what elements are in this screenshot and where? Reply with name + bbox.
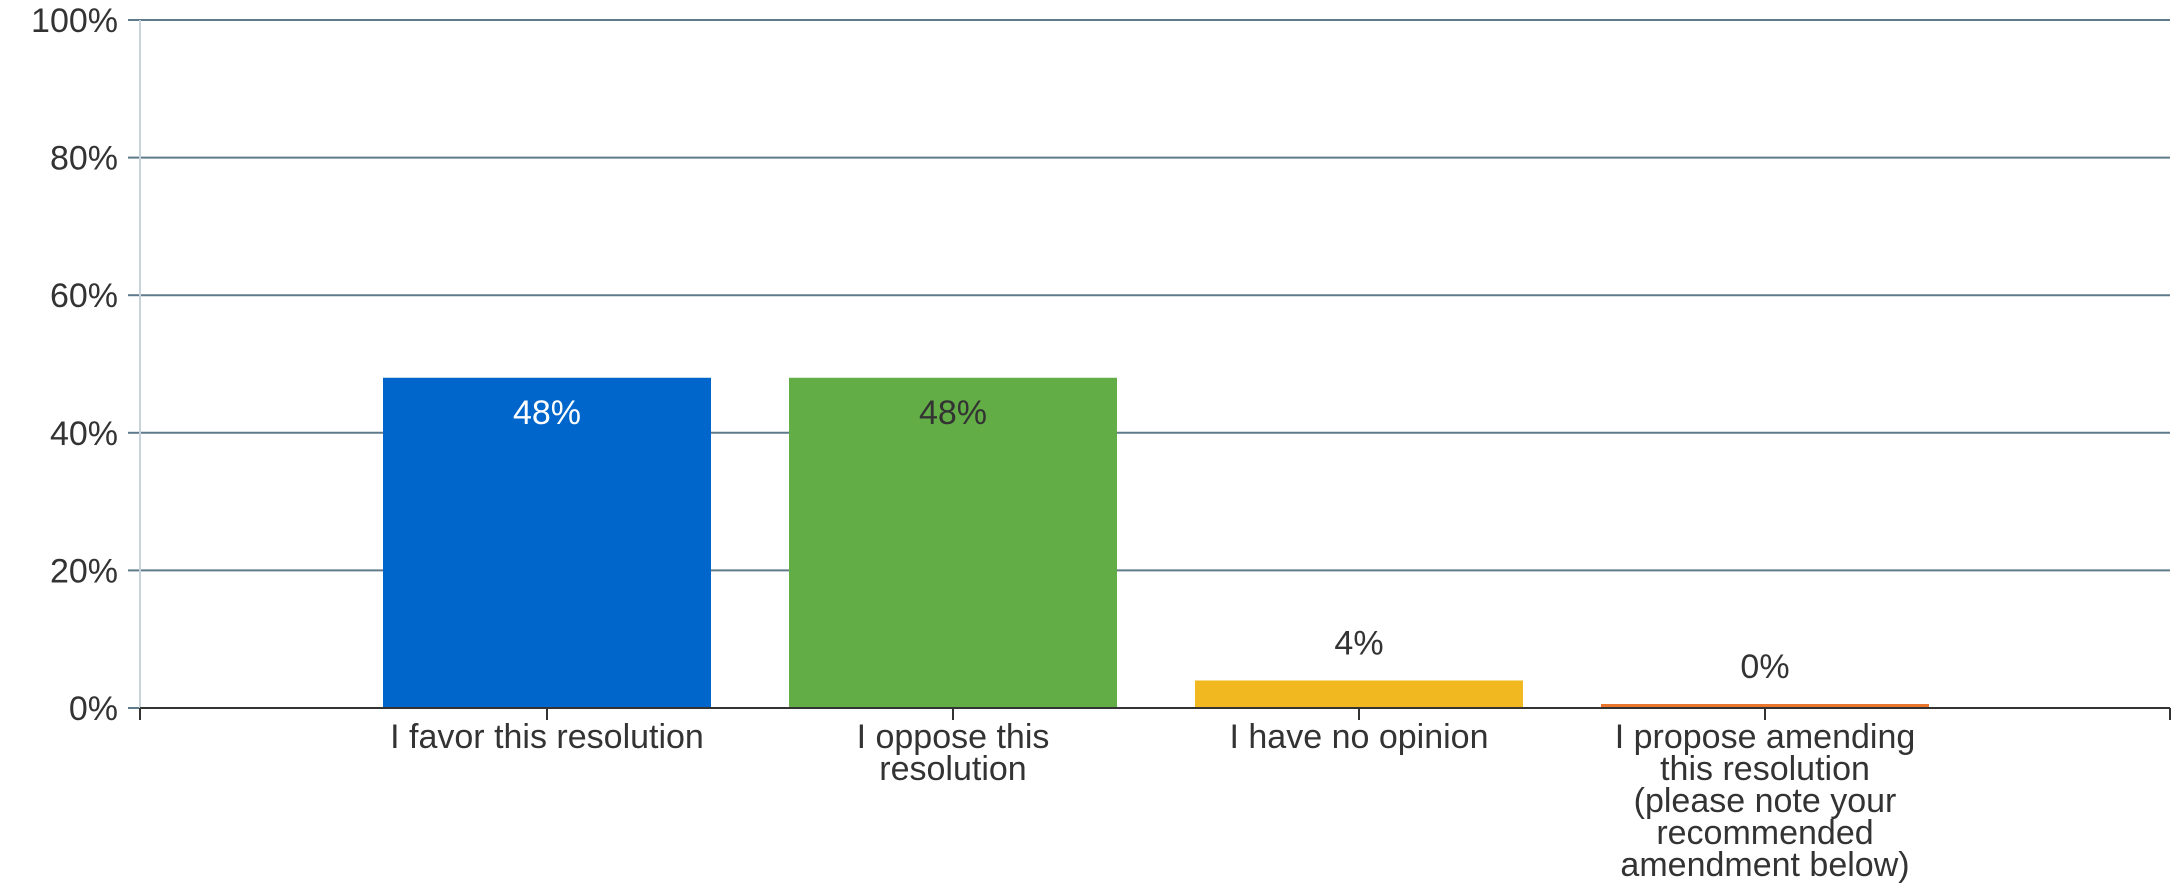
y-tick-label: 0% — [69, 690, 118, 728]
y-tick-label: 40% — [50, 415, 118, 453]
y-tick-label: 20% — [50, 552, 118, 590]
data-label: 48% — [513, 394, 581, 432]
category-label: amendment below) — [1620, 846, 1909, 884]
data-label: 4% — [1334, 624, 1383, 662]
category-label: resolution — [879, 750, 1026, 788]
bar — [1195, 680, 1523, 708]
y-tick-label: 80% — [50, 140, 118, 178]
category-labels: I favor this resolution I oppose thisreso… — [390, 718, 1915, 884]
y-tick-label: 100% — [31, 2, 118, 40]
category-label: I favor this resolution — [390, 718, 704, 756]
data-label: 0% — [1740, 648, 1789, 686]
y-axis-ticks: 0% 20% 40% 60% 80% 100% — [31, 2, 118, 728]
category-label: I have no opinion — [1230, 718, 1489, 756]
data-label: 48% — [919, 394, 987, 432]
y-tick-label: 60% — [50, 277, 118, 315]
bars — [383, 378, 1929, 708]
